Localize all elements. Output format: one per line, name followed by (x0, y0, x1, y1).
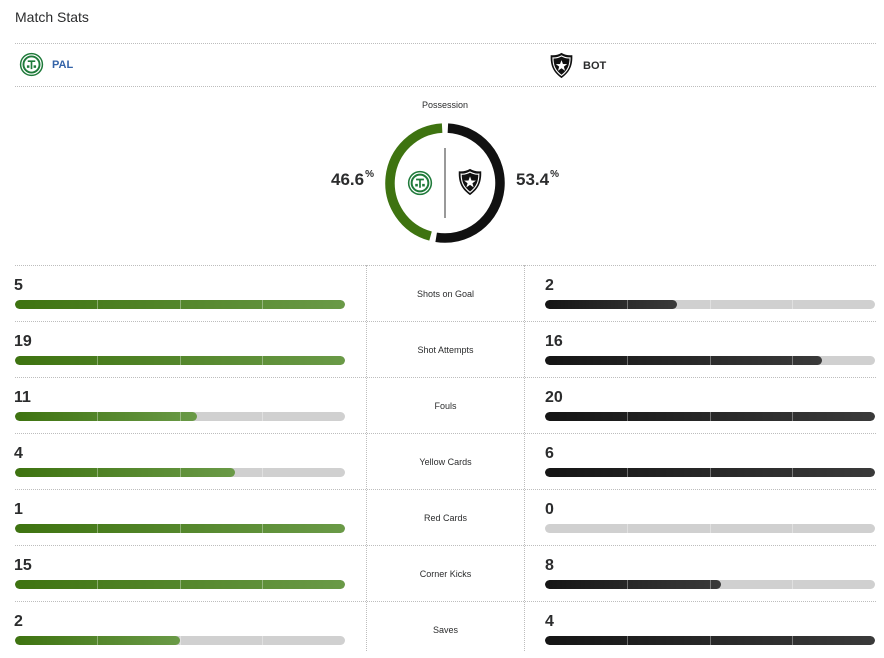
home-stat-bar (15, 356, 345, 365)
home-stat-bar-fill (15, 524, 345, 533)
away-stat-bar (545, 412, 875, 421)
divider (15, 545, 876, 546)
home-stat-value: 2 (14, 613, 23, 630)
away-stat-value: 4 (545, 613, 554, 630)
divider (15, 43, 876, 44)
home-team-abbr[interactable]: PAL (52, 58, 74, 71)
divider (15, 601, 876, 602)
stat-row: 11 Fouls 20 (0, 378, 884, 434)
divider (15, 265, 876, 266)
home-stat-value: 19 (14, 333, 32, 350)
home-stat-value: 11 (14, 389, 31, 406)
home-stat-bar (15, 300, 345, 309)
home-stat-bar-fill (15, 356, 345, 365)
palmeiras-crest-icon (19, 52, 44, 77)
home-stat-bar-fill (15, 412, 197, 421)
stat-row: 5 Shots on Goal 2 (0, 266, 884, 322)
stat-label: Saves (432, 625, 458, 635)
divider (15, 433, 876, 434)
away-stat-value: 2 (545, 277, 554, 294)
home-stat-bar (15, 524, 345, 533)
away-stat-bar-fill (545, 468, 875, 477)
away-stat-value: 6 (545, 445, 554, 462)
away-stat-bar (545, 580, 875, 589)
away-stat-value: 0 (545, 501, 554, 518)
home-stat-value: 1 (14, 501, 23, 518)
stat-row: 2 Saves 4 (0, 602, 884, 658)
divider (15, 377, 876, 378)
palmeiras-crest-icon (407, 170, 433, 196)
divider (15, 86, 876, 87)
stat-row: 4 Yellow Cards 6 (0, 434, 884, 490)
away-stat-bar (545, 636, 875, 645)
stat-label: Corner Kicks (419, 569, 472, 579)
away-team-header[interactable]: BOT (548, 52, 606, 79)
home-stat-bar-fill (15, 468, 236, 477)
away-stat-bar-fill (545, 356, 823, 365)
home-possession-value: 46.6% (331, 169, 374, 189)
away-stat-bar-fill (545, 300, 677, 309)
home-stat-bar (15, 412, 345, 421)
away-stat-bar (545, 356, 875, 365)
stat-label: Shots on Goal (416, 289, 475, 299)
away-stat-bar (545, 468, 875, 477)
possession-label: Possession (421, 100, 469, 110)
stat-label: Fouls (434, 401, 457, 411)
away-stat-value: 20 (545, 389, 563, 406)
away-stat-bar (545, 300, 875, 309)
column-divider (524, 265, 525, 651)
stat-row: 1 Red Cards 0 (0, 490, 884, 546)
away-stat-bar-fill (545, 636, 875, 645)
divider (15, 321, 876, 322)
home-team-header[interactable]: PAL (19, 52, 73, 77)
home-stat-value: 5 (14, 277, 23, 294)
home-stat-value: 15 (14, 557, 32, 574)
away-possession-arc (435, 123, 505, 243)
stat-row: 15 Corner Kicks 8 (0, 546, 884, 602)
away-stat-value: 16 (545, 333, 563, 350)
possession-donut-chart (385, 123, 505, 243)
stat-label: Red Cards (423, 513, 468, 523)
divider (15, 489, 876, 490)
home-stat-bar-fill (15, 300, 345, 309)
home-stat-bar (15, 580, 345, 589)
home-stat-bar-fill (15, 580, 345, 589)
botafogo-star-shield-icon (458, 168, 482, 196)
stat-label: Shot Attempts (417, 345, 474, 355)
home-stat-bar (15, 636, 345, 645)
botafogo-star-shield-icon (548, 52, 575, 79)
away-possession-value: 53.4% (516, 169, 559, 189)
home-stat-bar-fill (15, 636, 180, 645)
page-title: Match Stats (15, 9, 89, 25)
away-stat-bar (545, 524, 875, 533)
column-divider (366, 265, 367, 651)
home-stat-bar (15, 468, 345, 477)
away-stat-bar-fill (545, 412, 875, 421)
away-team-abbr[interactable]: BOT (583, 59, 607, 72)
home-stat-value: 4 (14, 445, 23, 462)
away-stat-bar-fill (545, 580, 721, 589)
stat-label: Yellow Cards (419, 457, 472, 467)
stat-row: 19 Shot Attempts 16 (0, 322, 884, 378)
home-possession-arc (385, 123, 443, 241)
away-stat-value: 8 (545, 557, 554, 574)
